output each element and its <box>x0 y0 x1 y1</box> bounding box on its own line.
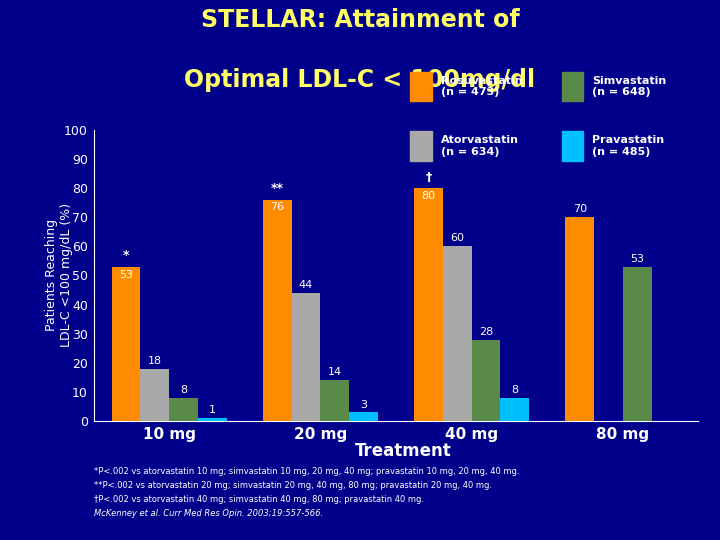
Bar <box>623 267 652 421</box>
Text: Rosuvastatin
(n = 473): Rosuvastatin (n = 473) <box>441 76 522 97</box>
Text: 28: 28 <box>479 327 493 336</box>
Bar <box>198 418 227 421</box>
Text: Simvastatin
(n = 648): Simvastatin (n = 648) <box>592 76 666 97</box>
Bar <box>140 369 169 421</box>
Text: McKenney et al. Curr Med Res Opin. 2003;19:557-566.: McKenney et al. Curr Med Res Opin. 2003;… <box>94 509 323 518</box>
Text: Pravastatin
(n = 485): Pravastatin (n = 485) <box>592 135 664 157</box>
Text: 8: 8 <box>511 385 518 395</box>
Text: †P<.002 vs atorvastatin 40 mg; simvastatin 40 mg, 80 mg; pravastatin 40 mg.: †P<.002 vs atorvastatin 40 mg; simvastat… <box>94 495 423 504</box>
Text: †: † <box>426 171 431 184</box>
Text: 53: 53 <box>630 254 644 264</box>
Text: Optimal LDL-C < 100mg/dl: Optimal LDL-C < 100mg/dl <box>184 68 536 91</box>
Bar <box>320 380 349 421</box>
Text: 8: 8 <box>180 385 187 395</box>
Bar <box>500 398 529 421</box>
Bar <box>169 398 198 421</box>
Text: **P<.002 vs atorvastatin 20 mg; simvastatin 20 mg, 40 mg, 80 mg; pravastatin 20 : **P<.002 vs atorvastatin 20 mg; simvasta… <box>94 481 492 490</box>
Bar <box>292 293 320 421</box>
Bar <box>443 246 472 421</box>
Text: *: * <box>123 249 130 262</box>
Bar <box>565 217 594 421</box>
Bar <box>112 267 140 421</box>
Text: 70: 70 <box>572 204 587 214</box>
Text: 14: 14 <box>328 367 342 377</box>
Text: STELLAR: Attainment of: STELLAR: Attainment of <box>201 8 519 32</box>
Bar <box>349 413 378 421</box>
Text: **: ** <box>271 182 284 195</box>
Text: 53: 53 <box>119 269 133 280</box>
Text: 18: 18 <box>148 356 162 366</box>
Text: 76: 76 <box>270 202 284 213</box>
Text: Atorvastatin
(n = 634): Atorvastatin (n = 634) <box>441 135 518 157</box>
Text: 60: 60 <box>450 233 464 244</box>
Bar <box>472 340 500 421</box>
Bar <box>263 200 292 421</box>
Y-axis label: Patients Reaching
LDL-C <100 mg/dL (%): Patients Reaching LDL-C <100 mg/dL (%) <box>45 204 73 347</box>
Text: *P<.002 vs atorvastatin 10 mg; simvastatin 10 mg, 20 mg, 40 mg; pravastatin 10 m: *P<.002 vs atorvastatin 10 mg; simvastat… <box>94 467 519 476</box>
Text: 1: 1 <box>209 406 216 415</box>
Text: Treatment: Treatment <box>355 442 451 460</box>
Text: 44: 44 <box>299 280 313 290</box>
Text: 80: 80 <box>421 191 436 201</box>
Text: 3: 3 <box>360 400 367 409</box>
Bar <box>414 188 443 421</box>
